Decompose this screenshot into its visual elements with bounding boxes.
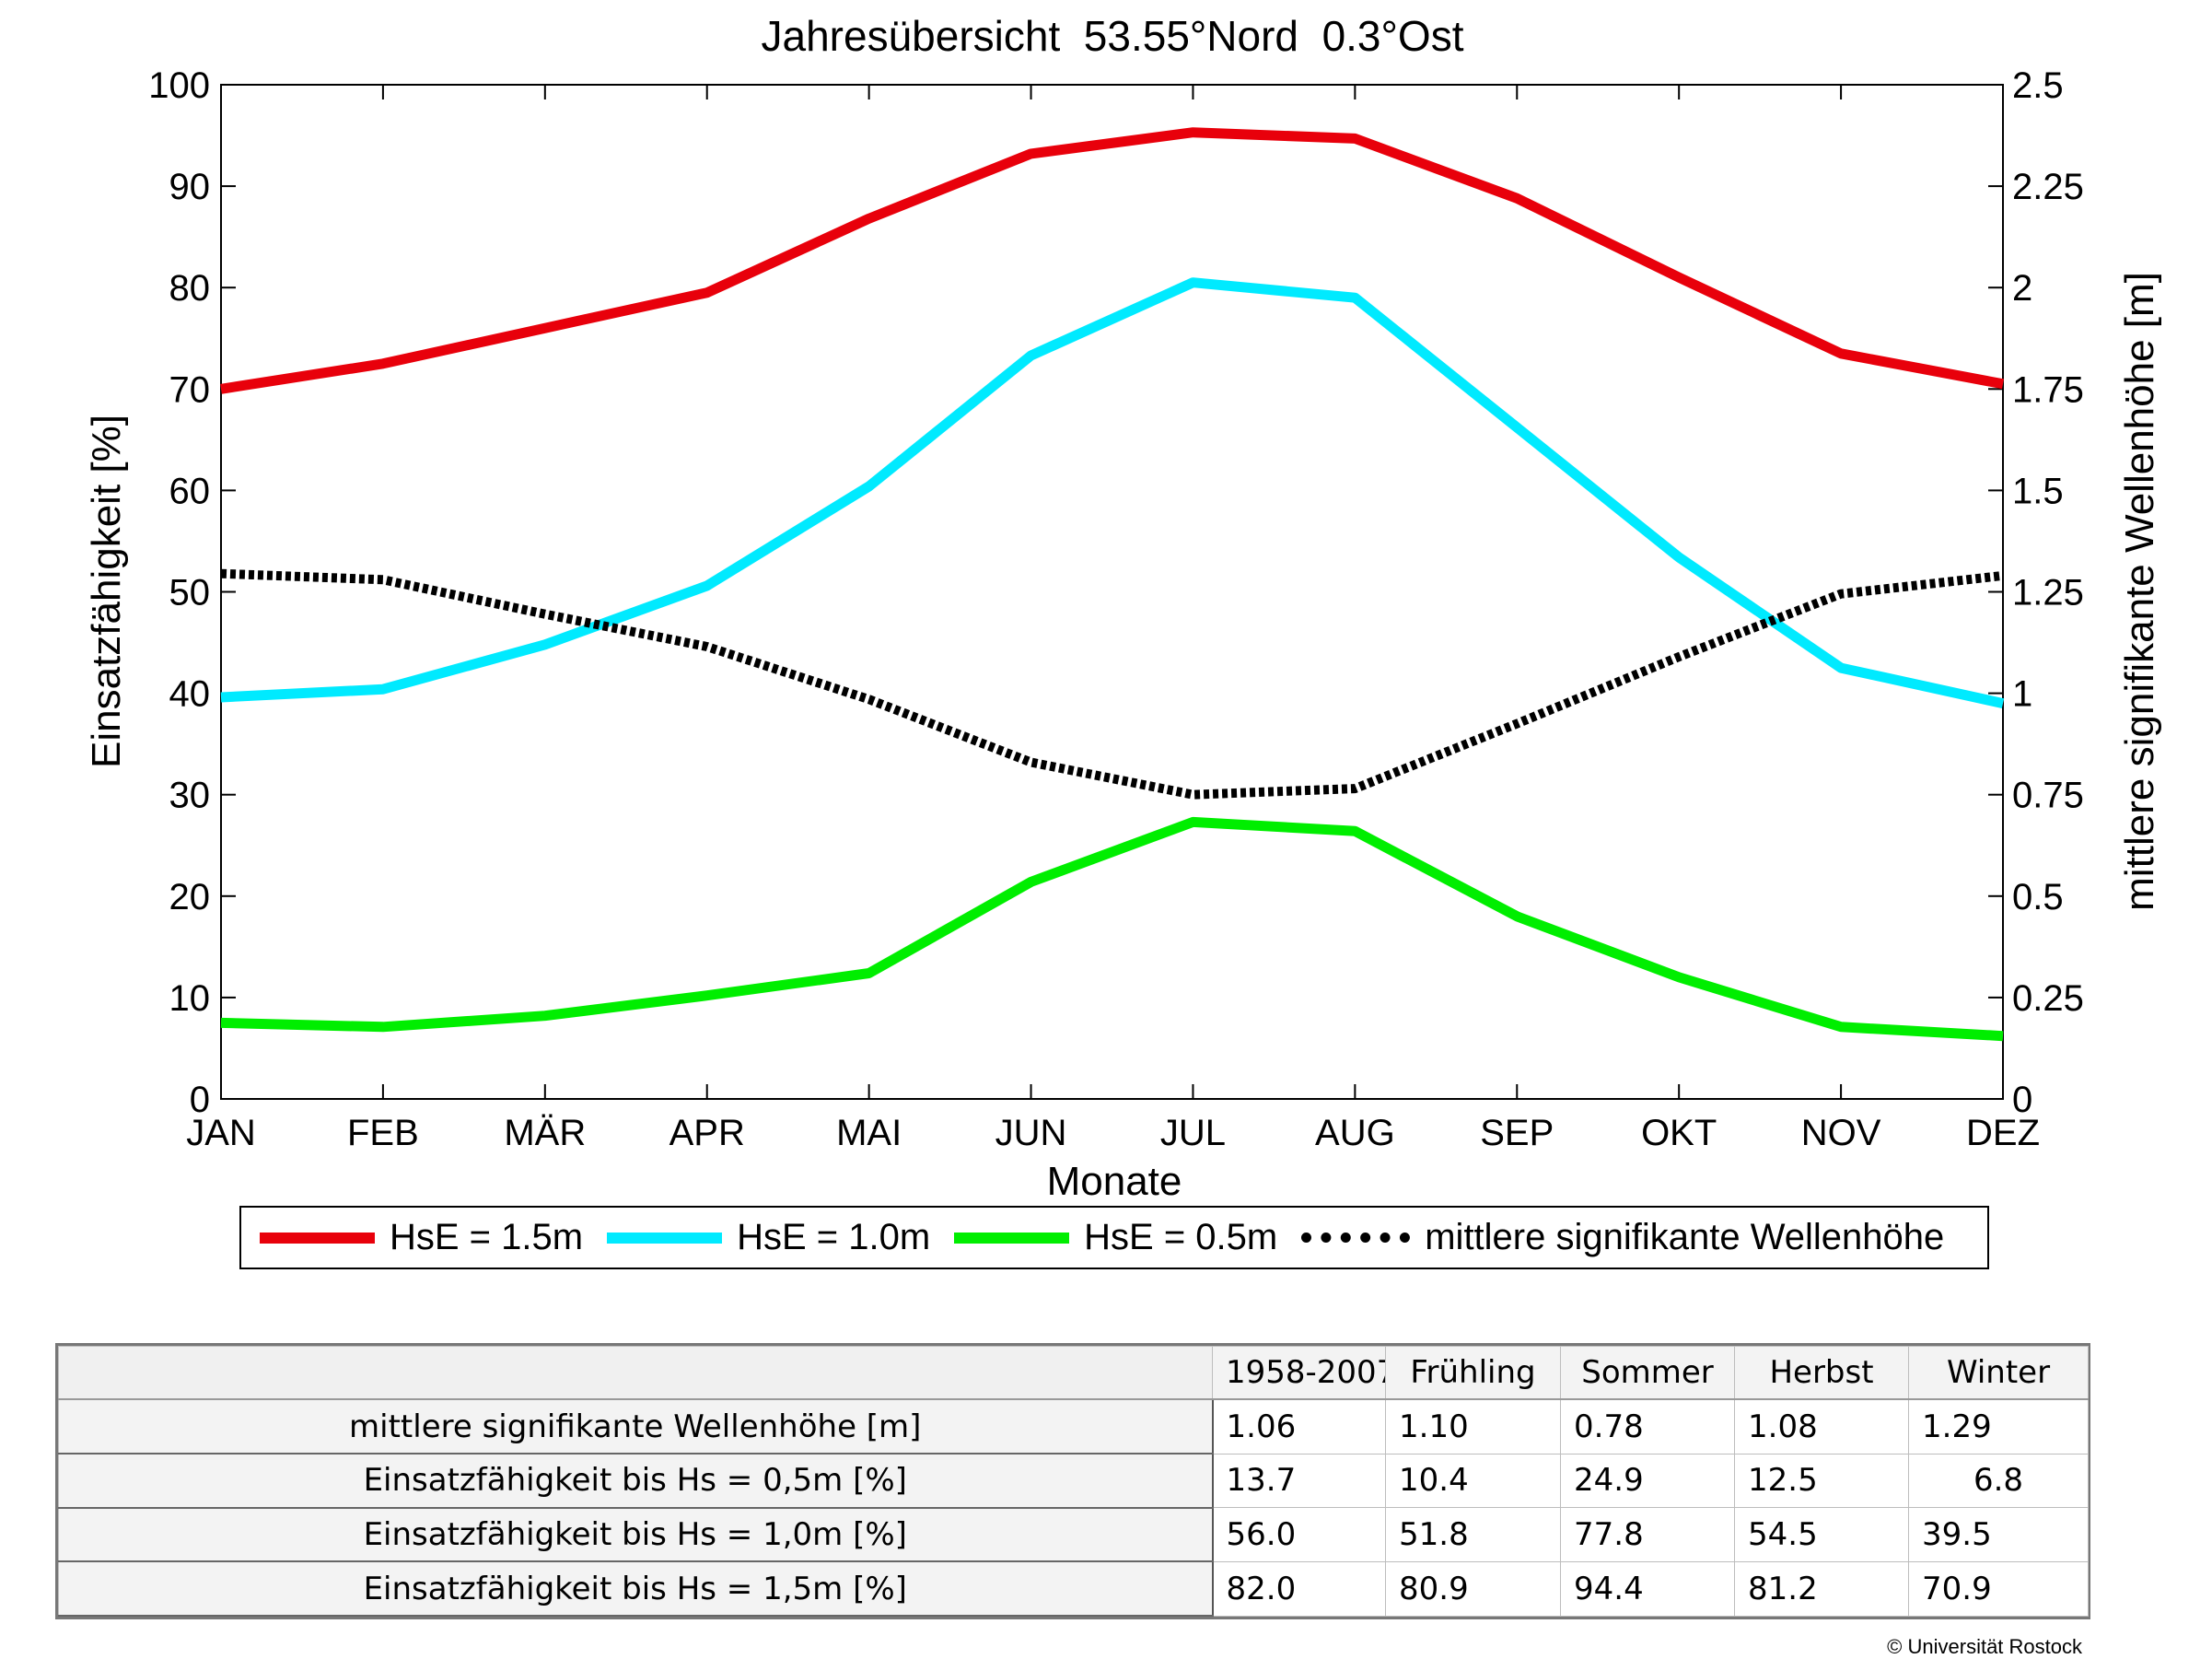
y2-tick-label: 1.75 <box>2012 369 2084 410</box>
y2-tick-label: 2.5 <box>2012 65 2064 106</box>
legend-item-hse-1-5: HsE = 1.5m <box>260 1217 583 1258</box>
tick-labels: JAN FEB MÄR APR MAI JUN JUL AUG SEP OKT NOV DEZ0102… <box>148 65 2084 1153</box>
y2-tick-label: 0.25 <box>2012 978 2084 1019</box>
legend-swatch-green <box>954 1232 1070 1244</box>
table-cell: 12.5 <box>1734 1453 1909 1509</box>
y2-tick-label: 2.25 <box>2012 167 2084 207</box>
table-header-cell: Herbst <box>1734 1346 1909 1401</box>
legend-item-wave-height: mittlere signifikante Wellenhöhe <box>1301 1217 1944 1258</box>
y-tick-label: 100 <box>148 65 210 106</box>
table-cell: 10.4 <box>1385 1453 1561 1509</box>
series-line-2 <box>220 816 2004 1042</box>
x-tick-label: MÄR <box>504 1113 586 1153</box>
y2-tick-label: 0 <box>2012 1080 2032 1120</box>
x-tick-label: NOV <box>1801 1113 1881 1153</box>
tick-marks <box>220 84 2004 1100</box>
table-row: Einsatzfähigkeit bis Hs = 1,0m [%] 56.0 … <box>58 1507 2089 1563</box>
x-tick-label: MAI <box>836 1113 902 1153</box>
x-tick-label: JUN <box>995 1113 1067 1153</box>
y-tick-label: 30 <box>169 776 211 816</box>
plot-area-frame <box>220 84 2004 1100</box>
table-cell: 81.2 <box>1734 1560 1909 1617</box>
y-tick-label: 0 <box>190 1080 210 1120</box>
series-line-1 <box>220 277 2005 708</box>
row-label: Einsatzfähigkeit bis Hs = 1,5m [%] <box>58 1560 1214 1617</box>
y2-tick-label: 1.5 <box>2012 471 2064 511</box>
legend-label: HsE = 0.5m <box>1084 1217 1278 1257</box>
copyright-note: © Universität Rostock <box>1887 1635 2082 1658</box>
table-header-row: 1958-2007 Frühling Sommer Herbst Winter <box>58 1346 2089 1401</box>
table-cell: 13.7 <box>1212 1453 1386 1509</box>
table-header-cell: Sommer <box>1560 1346 1735 1401</box>
x-tick-label: AUG <box>1315 1113 1395 1153</box>
x-tick-label: SEP <box>1480 1113 1554 1153</box>
stats-table: 1958-2007 Frühling Sommer Herbst Winter … <box>55 1343 2090 1619</box>
legend-swatch-dotted <box>1301 1233 1411 1243</box>
x-axis-label: Monate <box>1047 1159 1182 1198</box>
x-tick-label: FEB <box>347 1113 419 1153</box>
table-cell: 24.9 <box>1560 1453 1735 1509</box>
table-cell: 56.0 <box>1212 1507 1386 1562</box>
y2-axis-label: mittlere signifikante Wellenhöhe [m] <box>2117 272 2162 911</box>
y-axis-label: Einsatzfähigkeit [%] <box>84 415 129 768</box>
legend-item-hse-0-5: HsE = 0.5m <box>954 1217 1277 1258</box>
table-cell: 1.06 <box>1212 1398 1386 1455</box>
table-cell: 1.08 <box>1734 1398 1909 1455</box>
x-tick-label: JAN <box>186 1113 256 1153</box>
chart-title: Jahresübersicht 53.55°Nord 0.3°Ost <box>762 12 1464 60</box>
y-tick-label: 40 <box>169 674 211 715</box>
table-row: mittlere signifikante Wellenhöhe [m] 1.0… <box>58 1398 2089 1455</box>
chart: Jahresübersicht 53.55°Nord 0.3°Ost JAN FE… <box>84 12 2162 1198</box>
table-cell: 77.8 <box>1560 1507 1735 1562</box>
legend-item-hse-1-0: HsE = 1.0m <box>607 1217 930 1258</box>
table-cell: 80.9 <box>1385 1560 1561 1617</box>
y-tick-label: 20 <box>169 877 211 917</box>
legend-label: HsE = 1.0m <box>737 1217 931 1257</box>
series-line-3 <box>220 568 2004 800</box>
table-cell: 70.9 <box>1908 1560 2089 1617</box>
y2-tick-label: 1.25 <box>2012 573 2084 613</box>
table-header-cell: Frühling <box>1385 1346 1561 1401</box>
legend: HsE = 1.5m HsE = 1.0m HsE = 0.5m mittler… <box>239 1206 1989 1269</box>
series-layer <box>220 127 2005 1042</box>
y2-tick-label: 0.5 <box>2012 877 2064 917</box>
table-cell: 0.78 <box>1560 1398 1735 1455</box>
table-row: Einsatzfähigkeit bis Hs = 0,5m [%] 13.7 … <box>58 1453 2089 1509</box>
row-label: Einsatzfähigkeit bis Hs = 1,0m [%] <box>58 1507 1214 1563</box>
x-tick-label: APR <box>669 1113 745 1153</box>
y2-tick-label: 1 <box>2012 674 2032 715</box>
row-label: Einsatzfähigkeit bis Hs = 0,5m [%] <box>58 1453 1214 1509</box>
table-cell: 39.5 <box>1908 1507 2089 1562</box>
y2-tick-label: 0.75 <box>2012 776 2084 816</box>
table-header-cell: 1958-2007 <box>1212 1346 1386 1401</box>
table-cell: 1.10 <box>1385 1398 1561 1455</box>
legend-swatch-red <box>260 1232 375 1244</box>
x-tick-label: JUL <box>1160 1113 1226 1153</box>
y2-tick-label: 2 <box>2012 268 2032 309</box>
table-row: Einsatzfähigkeit bis Hs = 1,5m [%] 82.0 … <box>58 1560 2089 1617</box>
y-tick-label: 50 <box>169 573 211 613</box>
legend-label: HsE = 1.5m <box>390 1217 584 1257</box>
y-tick-label: 10 <box>169 978 211 1019</box>
series-line-0 <box>220 127 2005 394</box>
table-header-cell: Winter <box>1908 1346 2089 1401</box>
table-cell: 1.29 <box>1908 1398 2089 1455</box>
table-cell: 51.8 <box>1385 1507 1561 1562</box>
y-tick-label: 60 <box>169 471 211 511</box>
x-tick-label: DEZ <box>1966 1113 2040 1153</box>
row-label: mittlere signifikante Wellenhöhe [m] <box>58 1398 1214 1455</box>
table-cell: 54.5 <box>1734 1507 1909 1562</box>
table-header-cell <box>58 1346 1213 1401</box>
table-cell: 94.4 <box>1560 1560 1735 1617</box>
y-tick-label: 90 <box>169 167 211 207</box>
table-cell: 82.0 <box>1212 1560 1386 1617</box>
legend-swatch-cyan <box>607 1232 723 1244</box>
legend-label: mittlere signifikante Wellenhöhe <box>1425 1217 1945 1257</box>
y-tick-label: 80 <box>169 268 211 309</box>
x-tick-label: OKT <box>1641 1113 1717 1153</box>
y-tick-label: 70 <box>169 369 211 410</box>
table-cell: 6.8 <box>1908 1453 2089 1509</box>
